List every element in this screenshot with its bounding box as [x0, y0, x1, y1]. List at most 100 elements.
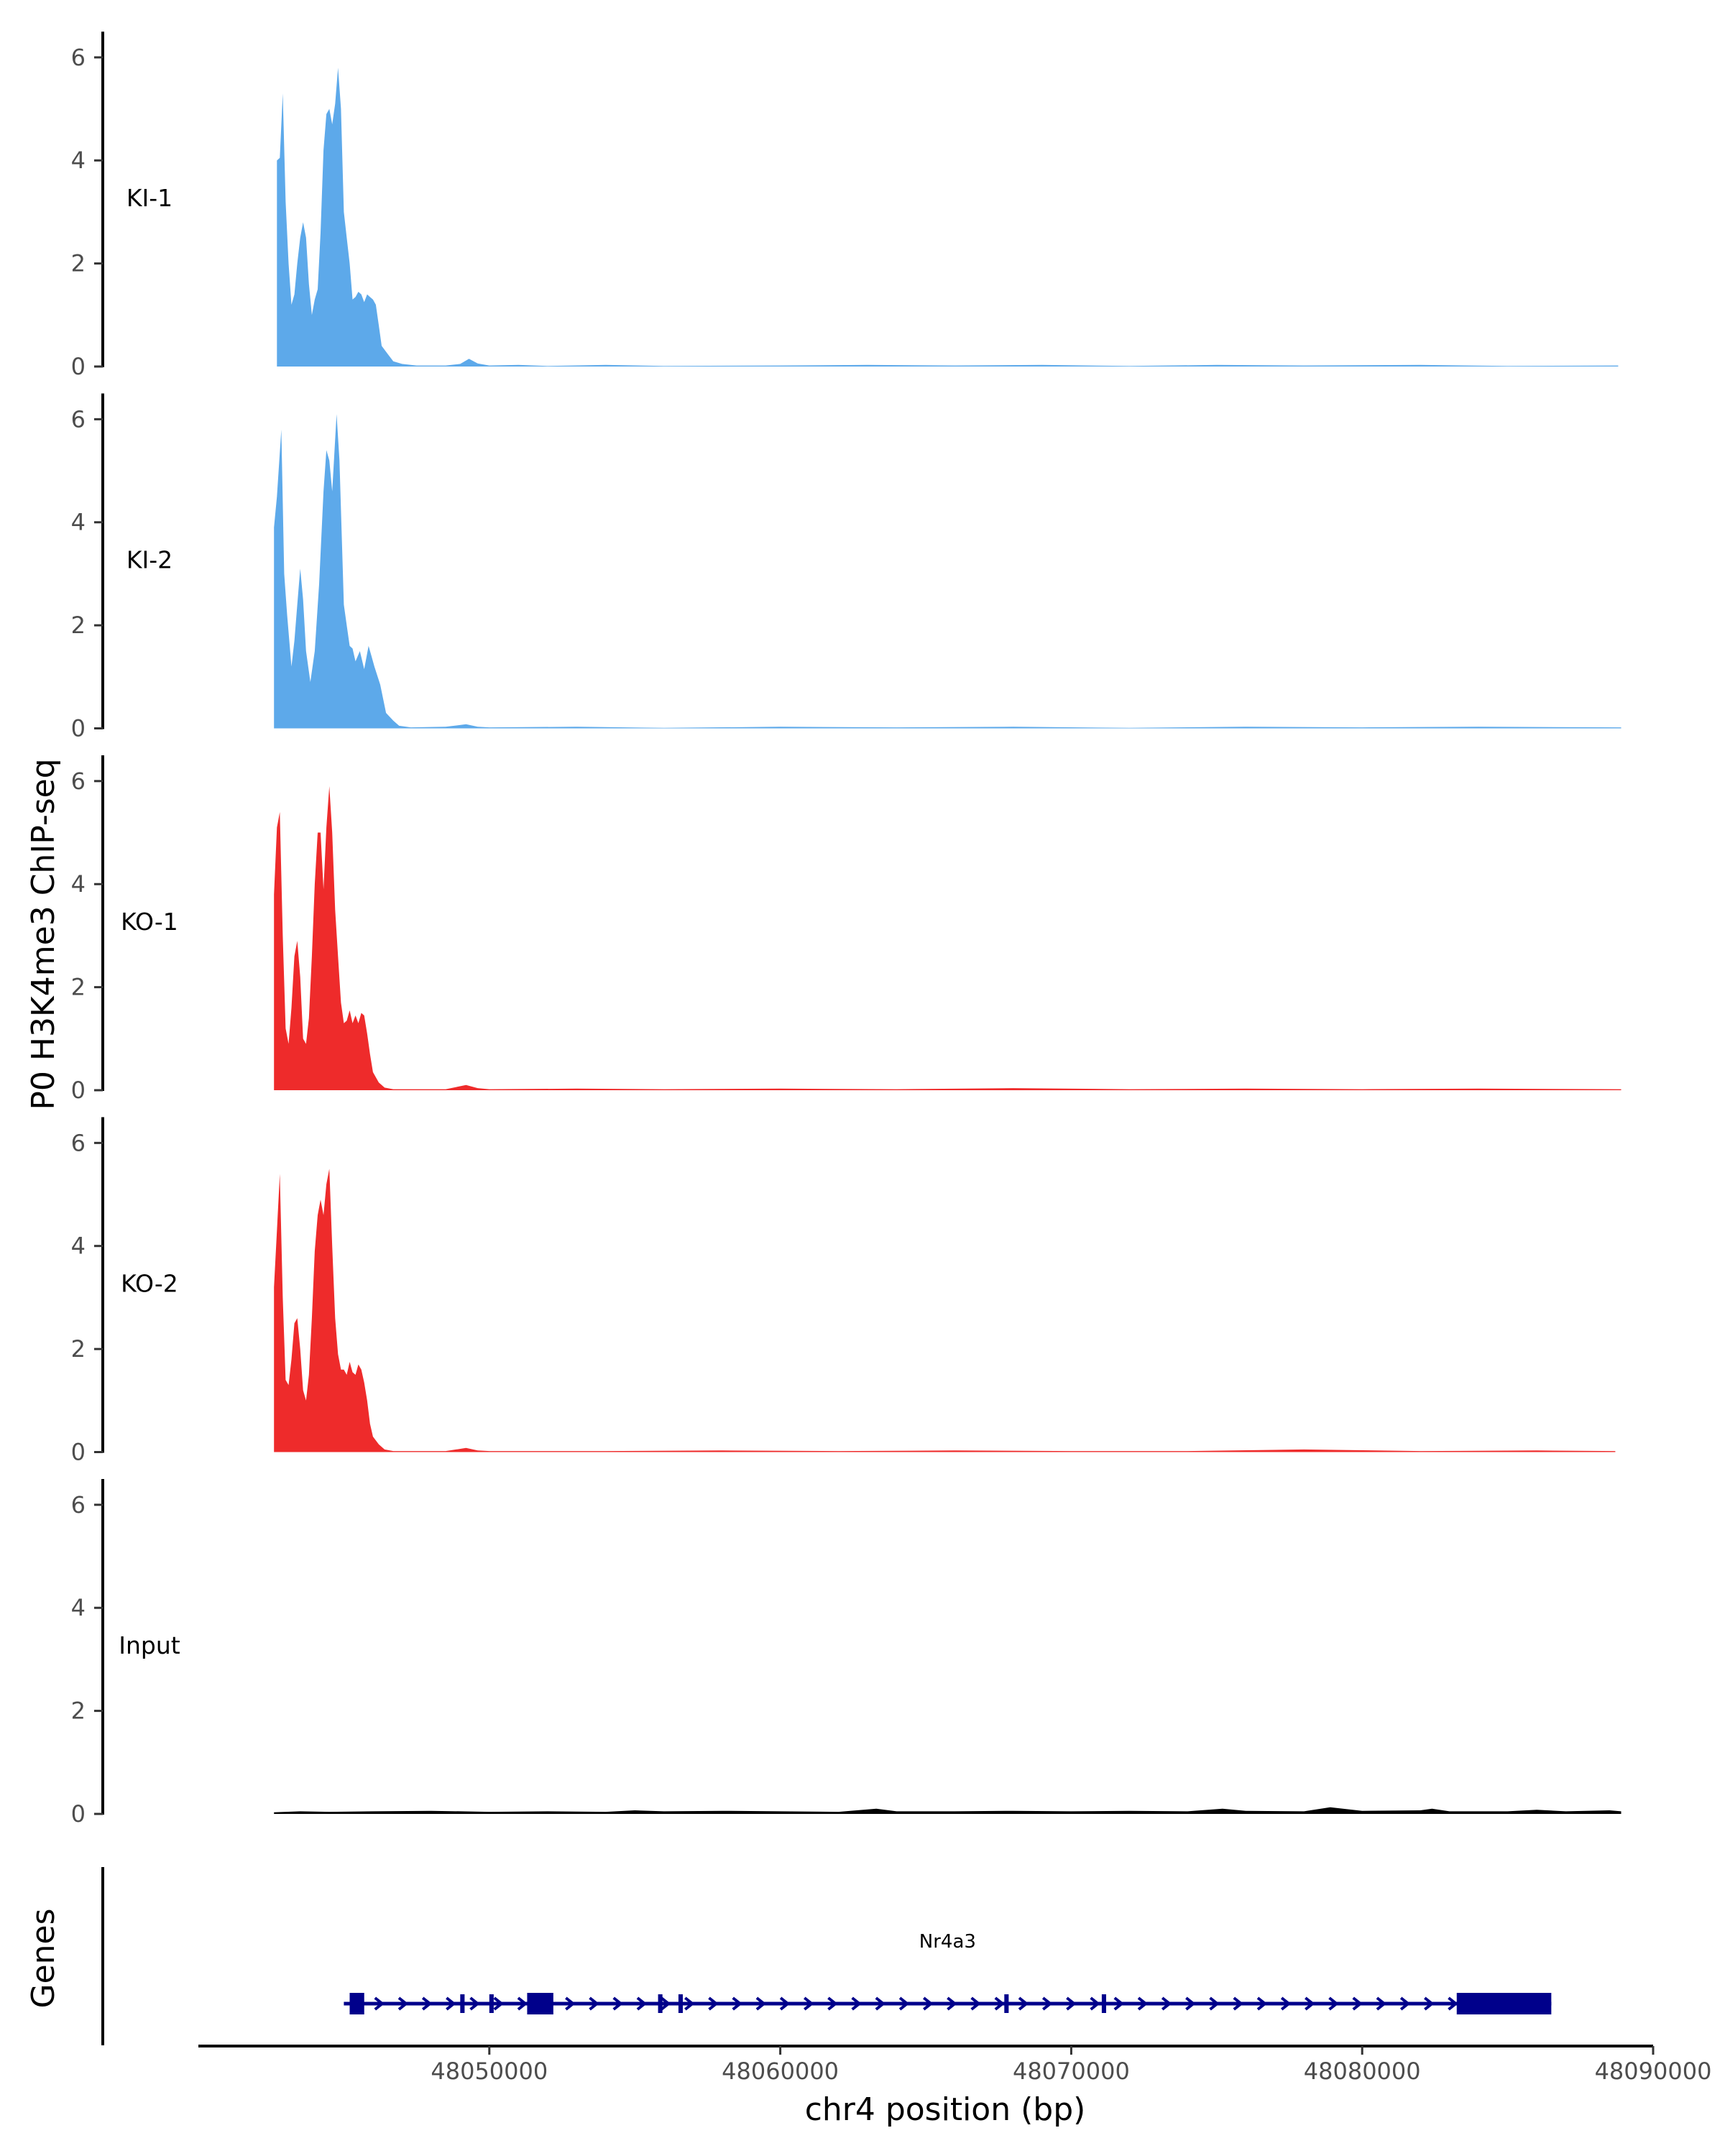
signal-area: [274, 414, 1622, 729]
exon: [460, 1994, 465, 2013]
y-tick-label: 2: [71, 974, 86, 1001]
track-label: KO-1: [121, 908, 178, 936]
x-tick-label: 48070000: [1013, 2058, 1130, 2085]
y-tick-label: 0: [71, 715, 86, 742]
strand-chevron: [922, 1996, 934, 2011]
y-tick-label: 4: [71, 509, 86, 536]
strand-chevron: [1018, 1996, 1029, 2011]
y-tick-label: 4: [71, 1233, 86, 1260]
strand-chevron: [446, 1996, 456, 2011]
x-axis: 48050000 48060000 48070000 48080000 48090000: [198, 2045, 1712, 2085]
strand-chevron: [1209, 1996, 1220, 2011]
strand-chevron: [517, 1996, 528, 2011]
y-axis-title: P0 H3K4me3 ChIP-seq: [25, 758, 62, 1110]
strand-chevron: [708, 1996, 719, 2011]
strand-chevron: [684, 1996, 695, 2011]
track-label: Input: [119, 1631, 180, 1659]
x-tick-label: 48060000: [722, 2058, 839, 2085]
x-axis-title: chr4 position (bp): [805, 2091, 1086, 2128]
strand-chevron: [755, 1996, 767, 2011]
y-tick-label: 0: [71, 1077, 86, 1104]
exon: [527, 1993, 553, 2014]
exon: [1004, 1994, 1009, 2013]
y-tick-label: 2: [71, 1335, 86, 1363]
exon: [489, 1994, 494, 2013]
gene-name: Nr4a3: [919, 1931, 976, 1953]
y-tick-label: 0: [71, 1439, 86, 1466]
y-tick-label: 4: [71, 870, 86, 898]
y-tick-label: 2: [71, 250, 86, 277]
strand-chevron: [804, 1996, 814, 2011]
strand-chevron: [493, 1996, 504, 2011]
strand-chevron: [1376, 1996, 1387, 2011]
strand-chevron: [732, 1996, 742, 2011]
signal-area: [274, 1169, 1616, 1452]
strand-chevron: [875, 1996, 886, 2011]
y-tick-label: 6: [71, 405, 86, 433]
exon: [1101, 1994, 1106, 2013]
track-label: KI-1: [126, 184, 172, 212]
y-tick-label: 4: [71, 1594, 86, 1621]
strand-chevron: [1233, 1996, 1243, 2011]
strand-chevron: [970, 1996, 981, 2011]
strand-chevron: [1280, 1996, 1292, 2011]
track-label: KI-2: [126, 546, 172, 574]
strand-chevron: [397, 1996, 409, 2011]
exon: [1456, 1993, 1552, 2014]
exon: [678, 1994, 683, 2013]
y-tick-label: 6: [71, 768, 86, 795]
strand-chevron: [1137, 1996, 1149, 2011]
strand-chevron: [1113, 1996, 1124, 2011]
strand-chevron: [851, 1996, 862, 2011]
strand-chevron: [898, 1996, 910, 2011]
strand-chevron: [1328, 1996, 1339, 2011]
exon: [658, 1994, 663, 2013]
strand-chevron: [1305, 1996, 1315, 2011]
y-tick-label: 2: [71, 1697, 86, 1725]
track-panels: 0 2 4 6 KI-1 0 2 4 6 KI-2 0 2 4 6 KO-1 0 2 4 6 KO-2 0 2 4 6 Inpu…: [71, 32, 1622, 1828]
strand-chevron: [1161, 1996, 1172, 2011]
strand-chevron: [947, 1996, 957, 2011]
y-tick-label: 6: [71, 44, 86, 71]
y-tick-label: 6: [71, 1491, 86, 1519]
exon: [349, 1993, 364, 2014]
y-tick-label: 2: [71, 612, 86, 639]
strand-chevron: [779, 1996, 791, 2011]
track-panel-ko-1: 0 2 4 6 KO-1: [71, 755, 1622, 1104]
strand-chevron: [1041, 1996, 1053, 2011]
track-panel-ki-1: 0 2 4 6 KI-1: [71, 32, 1619, 380]
y-tick-label: 0: [71, 353, 86, 380]
strand-chevron: [612, 1996, 623, 2011]
signal-area: [274, 1807, 1622, 1814]
strand-chevron: [1424, 1996, 1435, 2011]
x-tick-label: 48050000: [431, 2058, 548, 2085]
strand-chevron: [565, 1996, 576, 2011]
strand-chevron: [660, 1996, 671, 2011]
strand-chevron: [636, 1996, 648, 2011]
signal-area: [277, 68, 1619, 367]
strand-chevron: [1448, 1996, 1458, 2011]
genes-label: Genes: [25, 1908, 62, 2008]
strand-chevron: [1352, 1996, 1363, 2011]
y-tick-label: 4: [71, 147, 86, 174]
signal-area: [274, 786, 1622, 1090]
x-tick-label: 48080000: [1304, 2058, 1421, 2085]
track-panel-ki-2: 0 2 4 6 KI-2: [71, 393, 1622, 742]
strand-chevron: [827, 1996, 838, 2011]
strand-chevron: [1185, 1996, 1196, 2011]
strand-chevron: [469, 1996, 480, 2011]
strand-chevron: [994, 1996, 1006, 2011]
strand-chevron: [374, 1996, 385, 2011]
strand-chevron: [1256, 1996, 1268, 2011]
strand-chevron: [421, 1996, 433, 2011]
track-panel-input: 0 2 4 6 Input: [71, 1479, 1622, 1828]
track-panel-ko-2: 0 2 4 6 KO-2: [71, 1117, 1616, 1466]
y-tick-label: 0: [71, 1800, 86, 1828]
strand-chevron: [1066, 1996, 1077, 2011]
strand-chevron: [1090, 1996, 1100, 2011]
track-label: KO-2: [121, 1270, 178, 1298]
x-tick-label: 48090000: [1595, 2058, 1712, 2085]
y-tick-label: 6: [71, 1129, 86, 1156]
strand-chevron: [589, 1996, 599, 2011]
